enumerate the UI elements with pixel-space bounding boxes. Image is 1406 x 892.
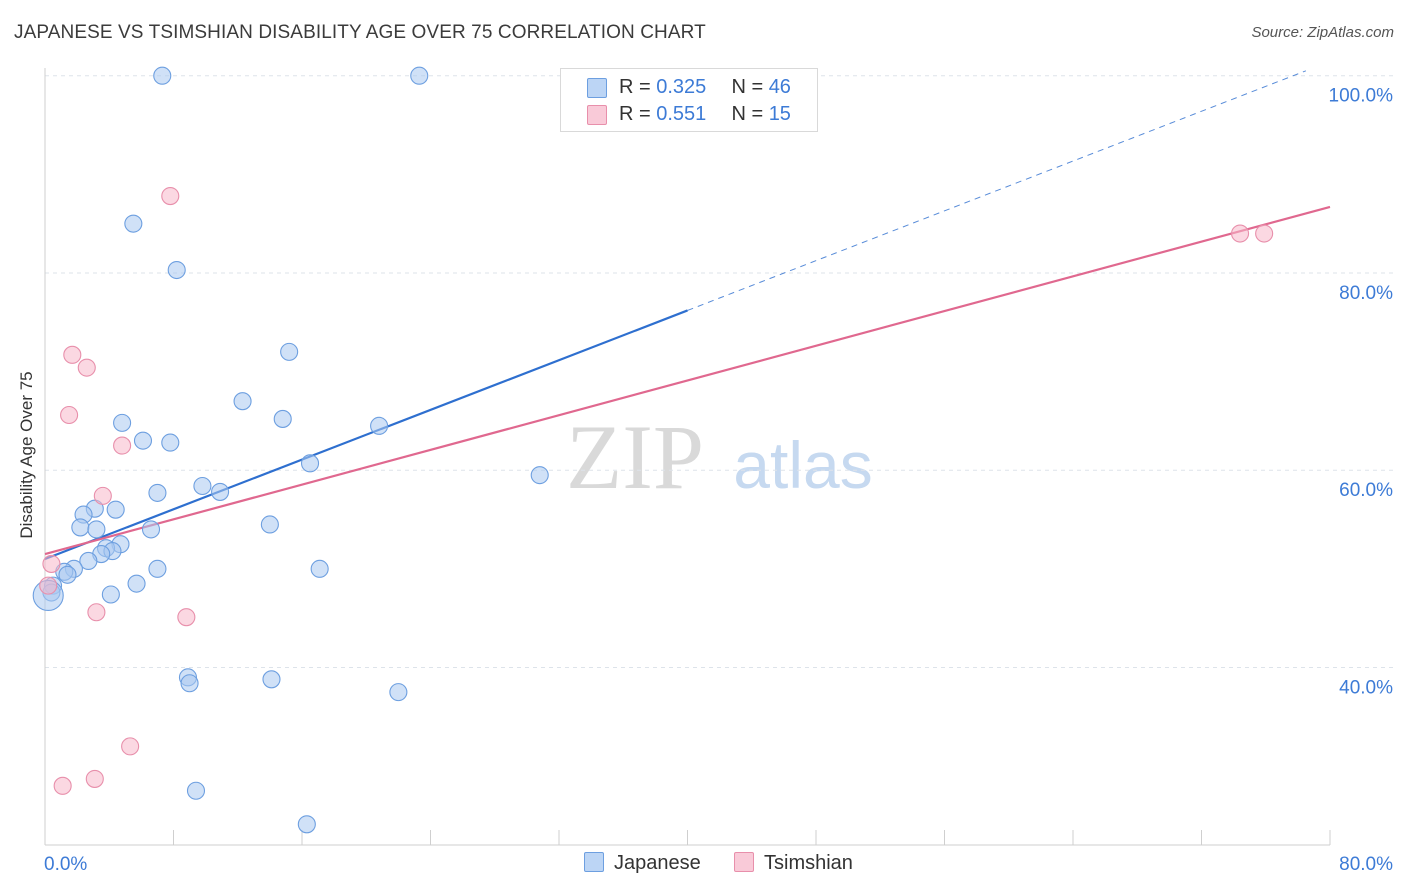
tsimshian-point	[42, 554, 61, 573]
tsimshian-point	[1255, 224, 1274, 243]
bottom-legend-tsimshian: Tsimshian	[734, 852, 853, 875]
japanese-point	[370, 416, 389, 435]
tsimshian-point	[39, 576, 58, 595]
trend-lines	[44, 70, 1331, 561]
japanese-point	[133, 431, 153, 450]
japanese-point	[153, 66, 172, 85]
tsimshian-point	[60, 405, 79, 425]
y-tick-label: 40.0%	[1339, 677, 1393, 698]
japanese-point	[180, 674, 199, 693]
tsimshian-point	[161, 186, 180, 206]
japanese-point	[71, 518, 90, 537]
japanese-point	[113, 413, 132, 432]
japanese-point	[186, 781, 206, 800]
japanese-point	[280, 342, 299, 361]
japanese-swatch	[584, 852, 604, 872]
tsimshian-swatch	[587, 105, 607, 125]
tsimshian-point	[87, 603, 106, 622]
data-points	[32, 66, 1274, 834]
axes	[44, 68, 1331, 846]
legend-n-label: N =	[731, 103, 764, 125]
bottom-legend-japanese-label: Japanese	[614, 852, 701, 874]
tsimshian-point	[177, 608, 196, 627]
japanese-point	[124, 214, 143, 233]
japanese-point	[87, 520, 106, 539]
japanese-point	[233, 392, 252, 411]
legend-n-value: 15	[768, 103, 791, 125]
tick-labels: 40.0% 60.0% 80.0% 100.0% 0.0% 80.0%	[44, 86, 1393, 875]
japanese-point	[58, 565, 77, 584]
japanese-point	[211, 482, 230, 501]
japanese-point	[127, 574, 146, 593]
japanese-point	[262, 670, 281, 689]
japanese-point	[167, 260, 186, 280]
legend-r-value: 0.325	[656, 76, 707, 98]
japanese-point	[141, 520, 161, 539]
y-axis-label: Disability Age Over 75	[17, 371, 36, 539]
y-tick-label: 100.0%	[1329, 86, 1394, 107]
watermark-atlas: atlas	[733, 428, 872, 502]
japanese-point	[193, 476, 212, 496]
legend-r-value: 0.551	[656, 103, 707, 125]
correlation-legend: R = 0.325 N = 46 R = 0.551 N = 15	[560, 68, 818, 132]
japanese-point	[148, 559, 167, 578]
japanese-point	[530, 466, 549, 485]
japanese-point	[389, 683, 408, 702]
japanese-point	[310, 559, 329, 578]
bottom-legend-japanese: Japanese	[584, 852, 701, 875]
tsimshian-point	[113, 436, 132, 455]
legend-n-value: 46	[768, 76, 791, 98]
japanese-point	[161, 433, 180, 452]
watermark: ZIP atlas	[566, 406, 873, 508]
x-tick-label: 80.0%	[1339, 854, 1393, 875]
tsimshian-point	[63, 345, 82, 364]
japanese-point	[101, 585, 120, 604]
legend-r-label: R =	[619, 76, 651, 98]
tsimshian-point	[93, 486, 112, 505]
japanese-point	[148, 483, 167, 502]
tsimshian-point	[77, 358, 96, 377]
tsimshian-trend-line	[44, 205, 1331, 556]
japanese-point	[410, 66, 429, 85]
tsimshian-point	[53, 776, 72, 795]
japanese-trend-line	[44, 309, 688, 561]
japanese-point	[300, 454, 320, 473]
japanese-swatch	[587, 78, 607, 98]
y-tick-label: 60.0%	[1339, 480, 1393, 501]
tsimshian-swatch	[734, 852, 754, 872]
japanese-point	[297, 815, 316, 834]
bottom-legend-tsimshian-label: Tsimshian	[764, 852, 853, 874]
tsimshian-point	[121, 737, 140, 756]
japanese-point	[106, 500, 125, 519]
japanese-point	[260, 515, 279, 534]
japanese-trend-extension	[687, 70, 1307, 311]
tsimshian-point	[1231, 224, 1250, 243]
japanese-point	[273, 409, 292, 428]
watermark-zip: ZIP	[566, 406, 704, 508]
tsimshian-point	[85, 769, 104, 788]
source-credit: Source: ZipAtlas.com	[1251, 24, 1394, 41]
x-tick-label: 0.0%	[44, 854, 87, 875]
legend-n-label: N =	[731, 76, 764, 98]
y-tick-label: 80.0%	[1339, 283, 1393, 304]
japanese-point	[79, 551, 98, 571]
legend-r-label: R =	[619, 103, 651, 125]
chart-title: JAPANESE VS TSIMSHIAN DISABILITY AGE OVE…	[14, 22, 706, 43]
